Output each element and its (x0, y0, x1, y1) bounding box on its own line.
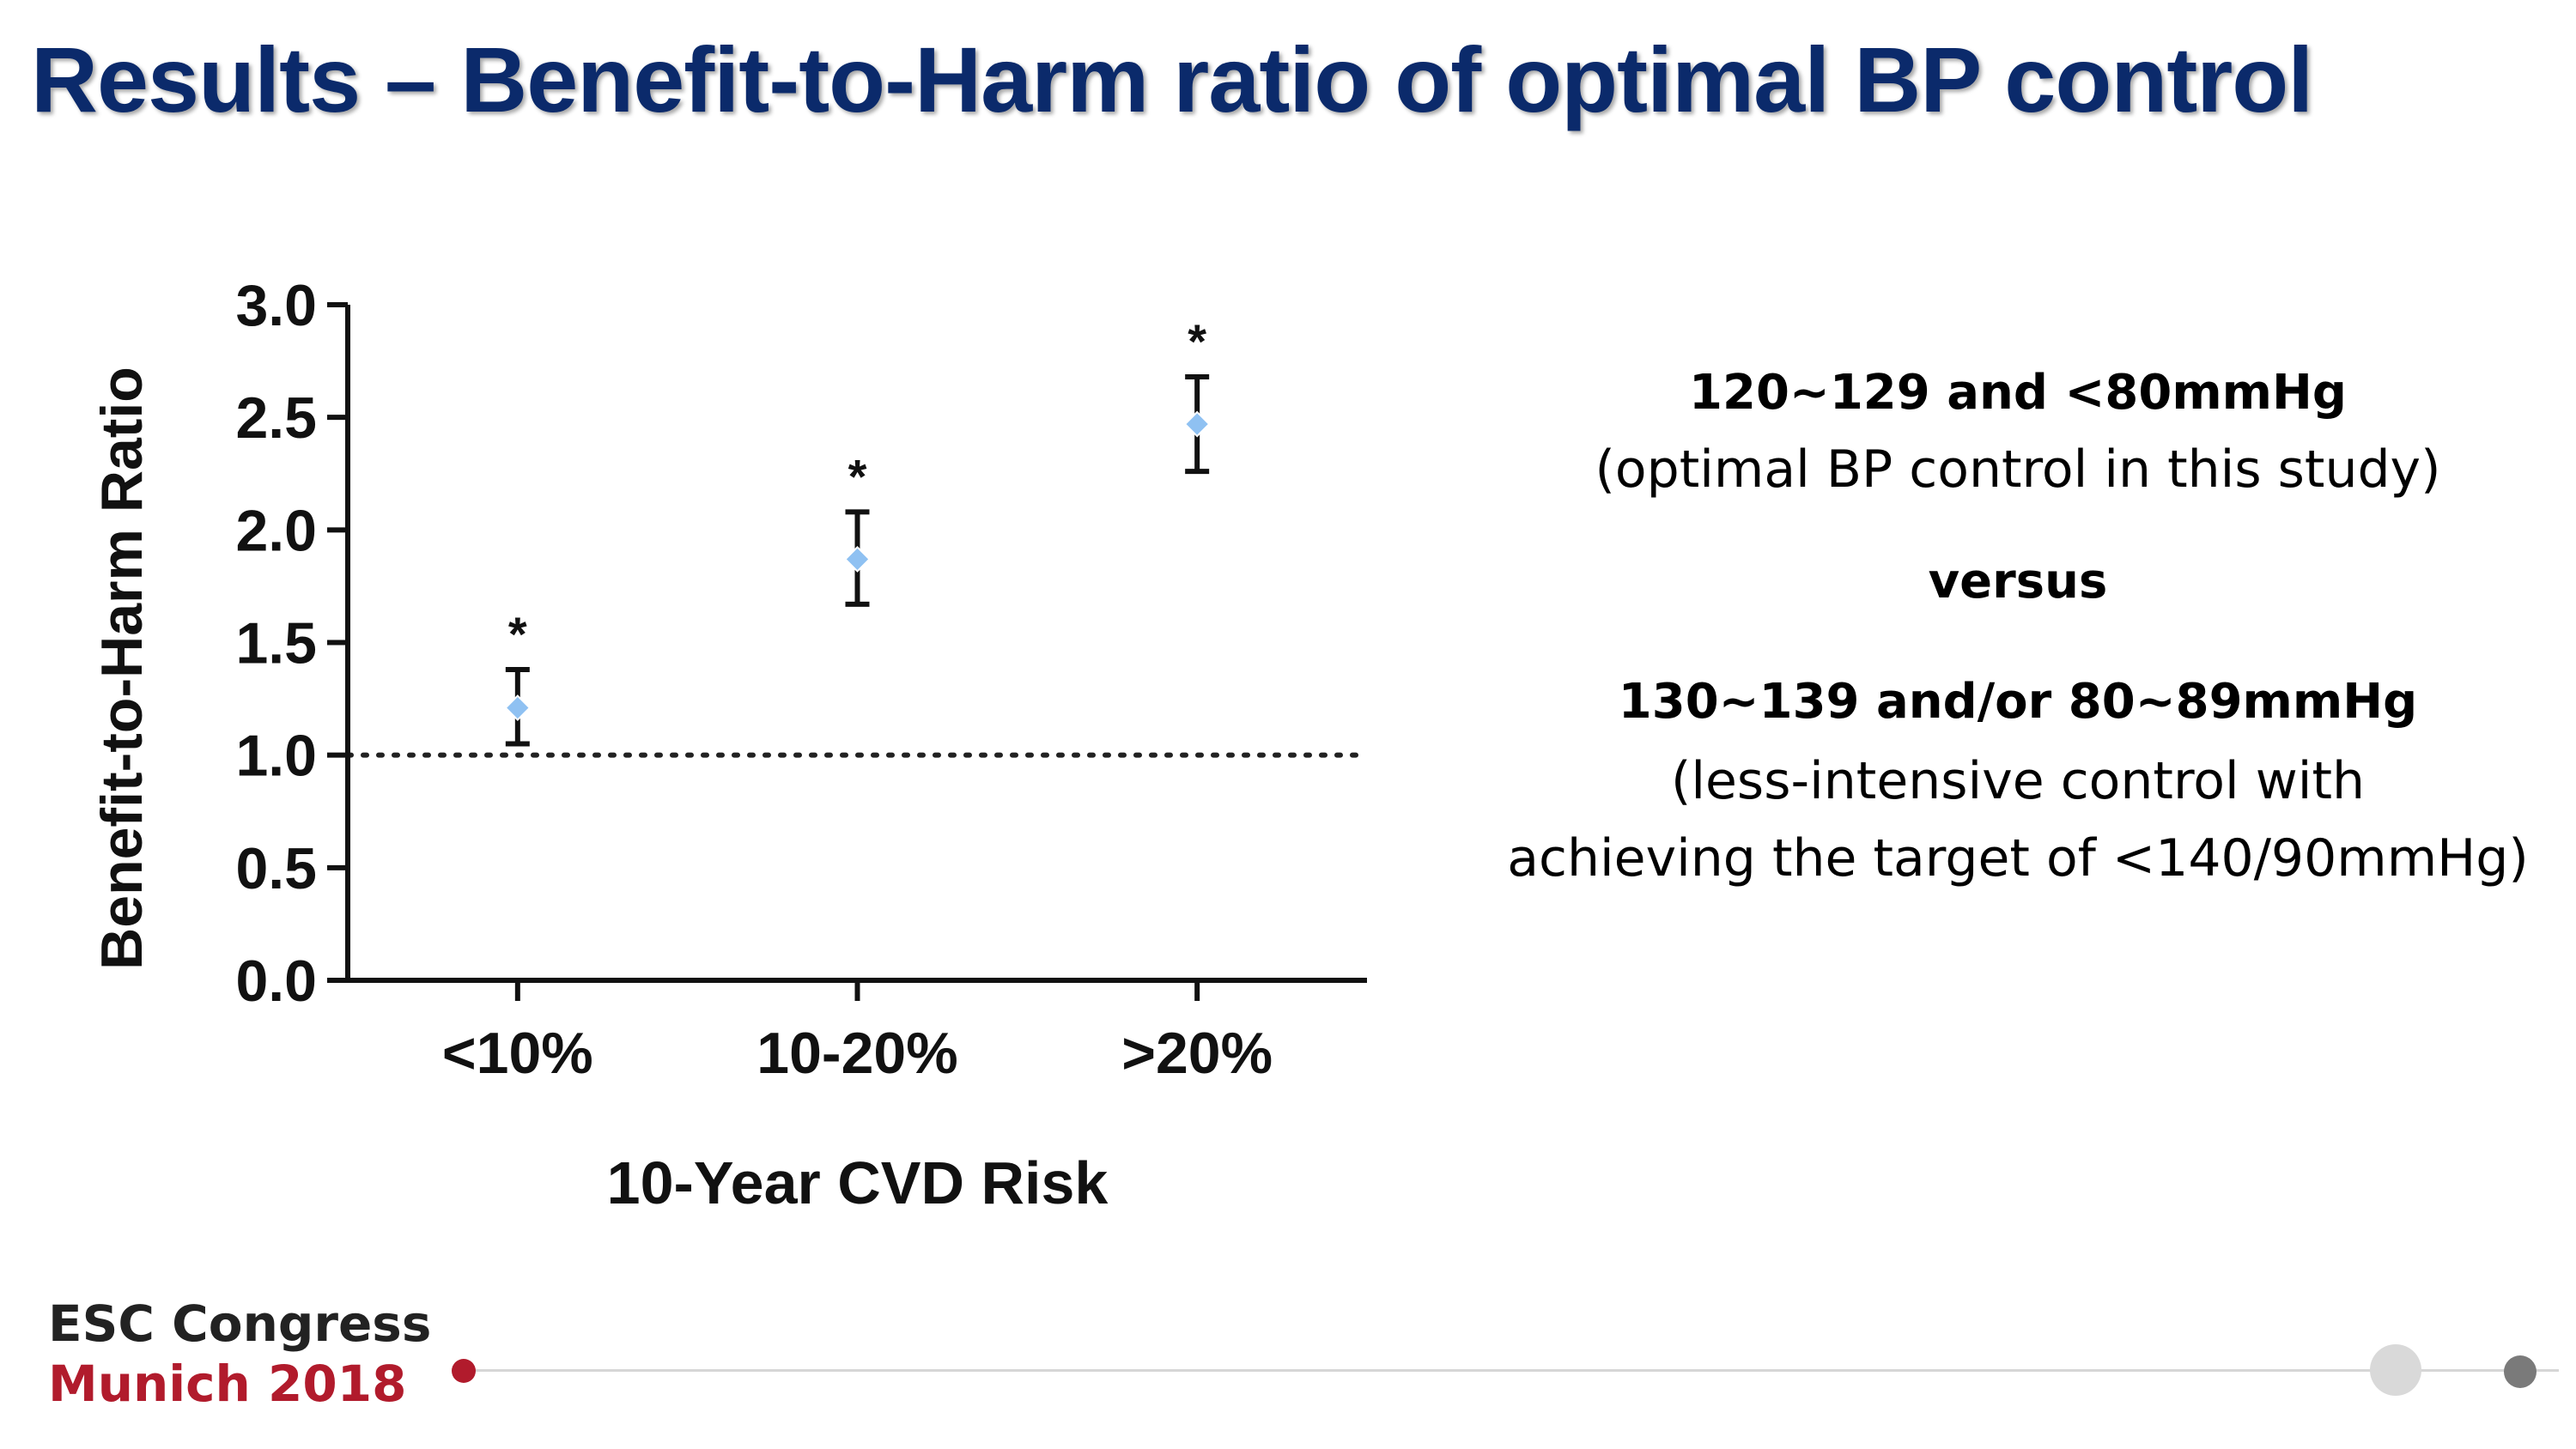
x-tick-label: 10-20% (756, 1021, 957, 1086)
versus-label: versus (1928, 554, 2108, 609)
y-tick-label: 2.0 (235, 498, 317, 563)
footer-dark-dot (2504, 1355, 2537, 1388)
munich-2018-logo: Munich 2018 (48, 1355, 407, 1413)
y-tick-label: 3.0 (235, 273, 317, 338)
benefit-harm-chart: 0.00.51.01.52.02.53.0<10% 10-20% >20% *** … (89, 273, 1370, 1216)
x-tick-label: <10% (442, 1021, 593, 1086)
y-axis-label: Benefit-to-Harm Ratio (89, 367, 155, 970)
x-tick-label: >20% (1121, 1021, 1273, 1086)
less-intensive-range-label: 130~139 and/or 80~89mmHg (1618, 674, 2418, 730)
data-point (1183, 410, 1211, 438)
data-point (844, 546, 871, 573)
y-tick-label: 2.5 (235, 385, 317, 451)
significance-asterisk: * (1188, 314, 1206, 368)
esc-congress-logo: ESC Congress (48, 1294, 432, 1353)
optimal-range-label: 120~129 and <80mmHg (1689, 365, 2347, 421)
less-intensive-description-1: (less-intensive control with (1670, 751, 2366, 811)
data-point (504, 694, 532, 721)
x-axis-label: 10-Year CVD Risk (607, 1149, 1109, 1216)
y-tick-label: 0.5 (235, 836, 317, 901)
footer-light-dot (2370, 1344, 2421, 1396)
significance-asterisk: * (508, 607, 527, 661)
footer-divider (464, 1369, 2559, 1372)
optimal-range-description: (optimal BP control in this study) (1595, 440, 2441, 500)
page-title: Results – Benefit-to-Harm ratio of optim… (31, 27, 2313, 131)
footer-red-dot (452, 1359, 476, 1383)
significance-asterisk: * (848, 449, 867, 503)
less-intensive-description-2: achieving the target of <140/90mmHg) (1507, 828, 2529, 888)
y-tick-label: 1.5 (235, 611, 317, 676)
y-tick-label: 1.0 (235, 724, 317, 789)
y-tick-label: 0.0 (235, 949, 317, 1014)
